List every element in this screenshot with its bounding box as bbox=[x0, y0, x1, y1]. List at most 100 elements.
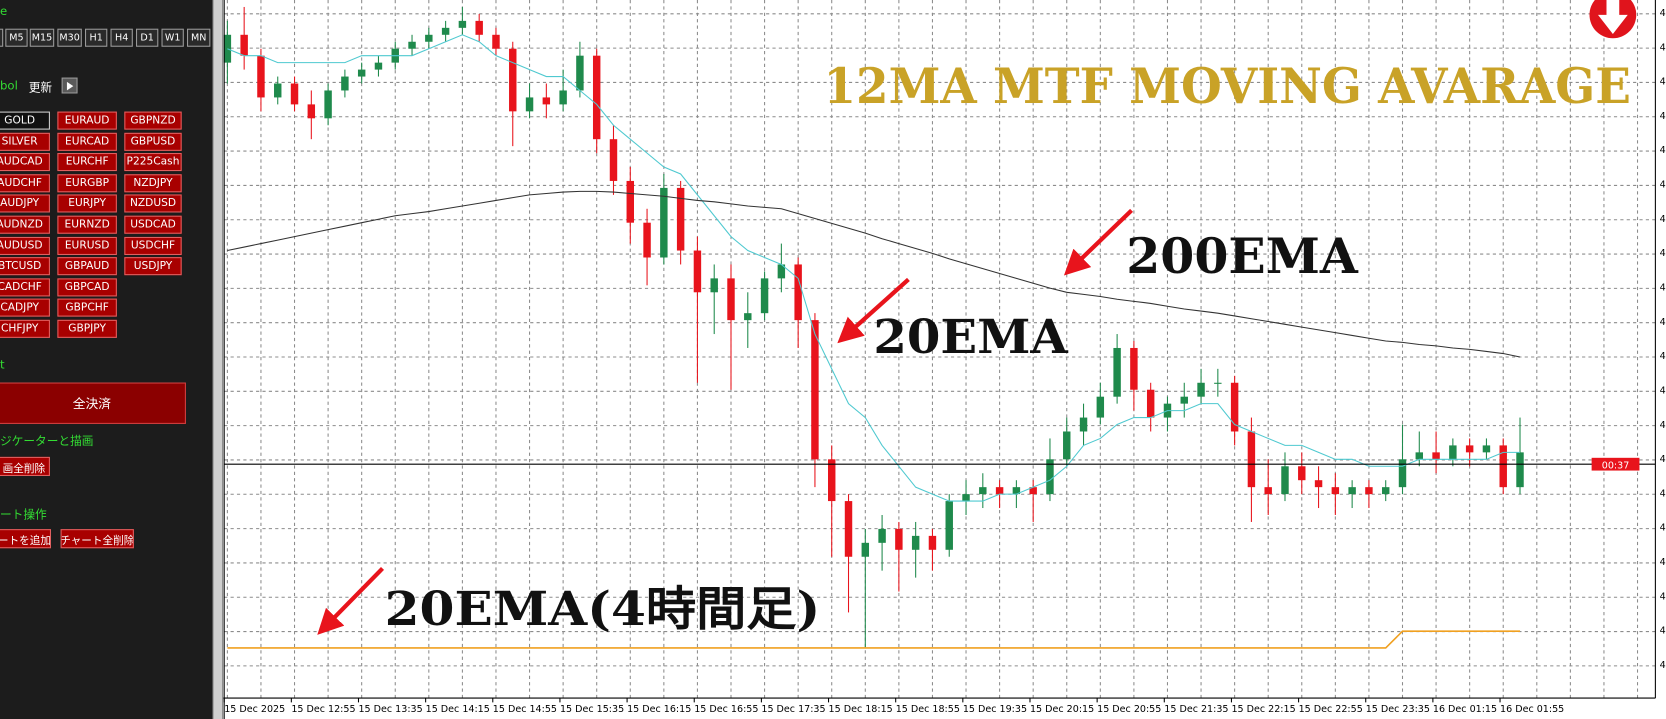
candle-body bbox=[693, 250, 702, 293]
timeframe-button[interactable]: H1 bbox=[85, 28, 108, 47]
symbol-button[interactable]: AUDCHF bbox=[0, 174, 50, 193]
indicator-line bbox=[227, 190, 1521, 358]
symbol-button[interactable]: EURGBP bbox=[57, 174, 117, 193]
y-tick-label: 4 bbox=[1660, 8, 1666, 19]
y-tick-label: 4 bbox=[1660, 317, 1666, 328]
y-tick-label: 4 bbox=[1660, 111, 1666, 122]
arrow bbox=[317, 566, 385, 635]
symbol-button[interactable]: SILVER bbox=[0, 132, 50, 151]
candle-body bbox=[660, 187, 668, 258]
symbol-button[interactable]: BTCUSD bbox=[0, 257, 50, 276]
symbol-button[interactable]: GOLD bbox=[0, 111, 50, 130]
timeframe-button[interactable]: M30 bbox=[57, 28, 82, 47]
y-tick-label: 4 bbox=[1660, 180, 1666, 191]
symbol-button[interactable]: USDCAD bbox=[124, 215, 182, 234]
candle-body bbox=[458, 20, 467, 28]
symbol-button[interactable]: USDJPY bbox=[124, 257, 182, 276]
symbol-button[interactable]: EURUSD bbox=[57, 236, 117, 255]
y-tick-label: 4 bbox=[1660, 248, 1666, 259]
candle-body bbox=[1113, 347, 1121, 397]
candle-body bbox=[257, 55, 265, 98]
section-label: ジケーターと描画 bbox=[0, 434, 94, 449]
close-all-button[interactable]: 全決済 bbox=[0, 382, 186, 424]
section-label: t bbox=[0, 358, 5, 372]
timeframe-button[interactable]: MN bbox=[187, 28, 211, 47]
symbol-button[interactable]: AUDCAD bbox=[0, 153, 50, 172]
symbol-button[interactable]: GBPCHF bbox=[57, 298, 117, 318]
x-tick-label: 15 Dec 14:15 bbox=[426, 704, 490, 715]
symbol-button[interactable]: CADCHF bbox=[0, 278, 50, 297]
symbol-button[interactable]: NZDJPY bbox=[124, 174, 182, 193]
symbol-button[interactable]: CHFJPY bbox=[0, 319, 50, 338]
candle-body bbox=[542, 97, 551, 105]
candle-body bbox=[962, 494, 970, 502]
symbol-button[interactable]: AUDUSD bbox=[0, 236, 50, 255]
symbol-button[interactable]: AUDNZD bbox=[0, 215, 50, 234]
add-chart-button[interactable]: ートを追加 bbox=[0, 529, 51, 549]
candle-body bbox=[525, 97, 534, 112]
symbol-button[interactable]: EURNZD bbox=[57, 215, 117, 234]
x-tick-label: 15 Dec 20:15 bbox=[1030, 704, 1094, 715]
candle-body bbox=[1180, 396, 1188, 404]
annotation: 200EMA bbox=[1126, 227, 1359, 285]
arrow bbox=[1063, 208, 1134, 276]
candle-body bbox=[307, 104, 316, 119]
timeframe-button[interactable] bbox=[0, 28, 4, 47]
symbol-button[interactable]: EURAUD bbox=[57, 111, 117, 130]
timeframe-button[interactable]: W1 bbox=[161, 28, 184, 47]
candle-body bbox=[1046, 459, 1054, 495]
y-tick-label: 4 bbox=[1660, 214, 1666, 225]
countdown-box bbox=[1591, 457, 1640, 471]
candle-body bbox=[357, 69, 366, 77]
candle-body bbox=[744, 313, 752, 321]
symbol-button[interactable]: GBPJPY bbox=[57, 319, 117, 338]
symbol-button[interactable]: CADJPY bbox=[0, 298, 50, 318]
symbol-button[interactable]: GBPNZD bbox=[124, 111, 182, 130]
candle-body bbox=[878, 528, 886, 543]
candle-body bbox=[777, 264, 786, 279]
candle-body bbox=[676, 187, 685, 251]
chart-title: 12MA MTF MOVING AVARAGE bbox=[823, 57, 1631, 115]
x-tick-label: 15 Dec 13:35 bbox=[358, 704, 422, 715]
timeframe-button[interactable]: H4 bbox=[110, 28, 133, 47]
timeframe-button[interactable]: M5 bbox=[5, 28, 28, 47]
x-tick-label: 15 Dec 2025 bbox=[224, 704, 285, 715]
symbol-button[interactable]: EURCAD bbox=[57, 132, 117, 151]
timeframe-button[interactable]: D1 bbox=[136, 28, 159, 47]
candle-body bbox=[1482, 445, 1491, 453]
symbol-button[interactable]: USDCHF bbox=[124, 236, 182, 255]
x-tick-label: 15 Dec 22:15 bbox=[1231, 704, 1295, 715]
delete-charts-button[interactable]: チャート全削除 bbox=[60, 529, 134, 549]
symbol-button[interactable]: GBPCAD bbox=[57, 278, 117, 297]
candle-body bbox=[1415, 452, 1424, 460]
candle-body bbox=[240, 34, 248, 56]
candle-body bbox=[374, 62, 383, 70]
candle-body bbox=[1314, 480, 1323, 488]
candle-body bbox=[609, 139, 618, 181]
symbol-button[interactable]: EURCHF bbox=[57, 153, 117, 172]
plot: 00:37 15 Dec 2025 15 Dec 12:55 15 Dec 13:35… bbox=[223, 0, 1666, 715]
symbol-button[interactable]: GBPUSD bbox=[124, 132, 182, 151]
candle-body bbox=[710, 278, 718, 293]
symbol-button[interactable]: GBPAUD bbox=[57, 257, 117, 276]
x-tick-label: 15 Dec 12:55 bbox=[291, 704, 355, 715]
symbol-button[interactable]: P225Cash bbox=[124, 153, 182, 172]
symbol-button[interactable]: NZDUSD bbox=[124, 194, 182, 213]
candle-body bbox=[861, 542, 870, 557]
refresh-button[interactable] bbox=[61, 77, 78, 94]
candle-body bbox=[1130, 347, 1138, 390]
candle-body bbox=[1012, 487, 1021, 495]
candle-body bbox=[928, 535, 937, 550]
x-tick-label: 15 Dec 15:35 bbox=[560, 704, 624, 715]
delete-objects-button[interactable]: 画全削除 bbox=[0, 456, 50, 476]
y-tick-label: 4 bbox=[1660, 660, 1666, 671]
y-tick-label: 4 bbox=[1660, 454, 1666, 465]
candle-body bbox=[1264, 487, 1272, 495]
timeframe-button[interactable]: M15 bbox=[29, 28, 55, 47]
symbol-button[interactable]: EURJPY bbox=[57, 194, 117, 213]
symbol-button[interactable]: AUDJPY bbox=[0, 194, 50, 213]
candle-body bbox=[441, 27, 450, 35]
candle-body bbox=[1449, 445, 1457, 460]
annotation: 20EMA bbox=[873, 310, 1068, 365]
